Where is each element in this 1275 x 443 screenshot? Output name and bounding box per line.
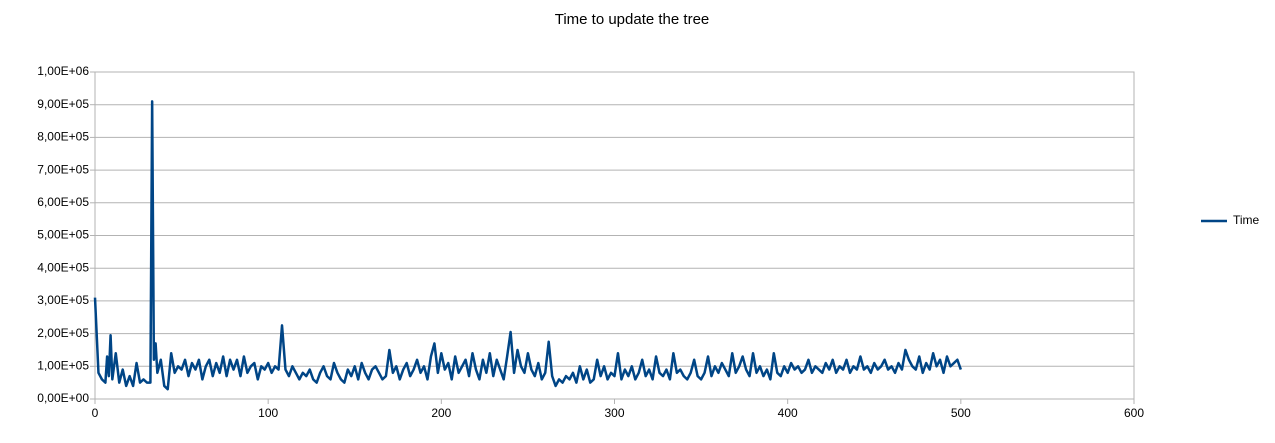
y-tick-label: 9,00E+05 xyxy=(37,97,89,111)
x-tick-label: 100 xyxy=(258,406,278,420)
y-tick-label: 5,00E+05 xyxy=(37,228,89,242)
y-tick-label: 3,00E+05 xyxy=(37,293,89,307)
y-tick-label: 0,00E+00 xyxy=(37,391,89,405)
x-tick-label: 600 xyxy=(1124,406,1144,420)
chart-title: Time to update the tree xyxy=(555,11,710,28)
y-tick-label: 2,00E+05 xyxy=(37,326,89,340)
y-tick-label: 1,00E+06 xyxy=(37,64,89,78)
legend-label: Time xyxy=(1233,213,1260,227)
y-tick-label: 7,00E+05 xyxy=(37,162,89,176)
y-tick-label: 4,00E+05 xyxy=(37,260,89,274)
data-line xyxy=(93,100,963,391)
x-tick-label: 500 xyxy=(951,406,971,420)
x-tick-label: 300 xyxy=(604,406,624,420)
y-tick-label: 8,00E+05 xyxy=(37,130,89,144)
x-tick-label: 400 xyxy=(778,406,798,420)
y-tick-label: 6,00E+05 xyxy=(37,195,89,209)
x-tick-label: 0 xyxy=(92,406,99,420)
x-tick-label: 200 xyxy=(431,406,451,420)
y-tick-label: 1,00E+05 xyxy=(37,358,89,372)
